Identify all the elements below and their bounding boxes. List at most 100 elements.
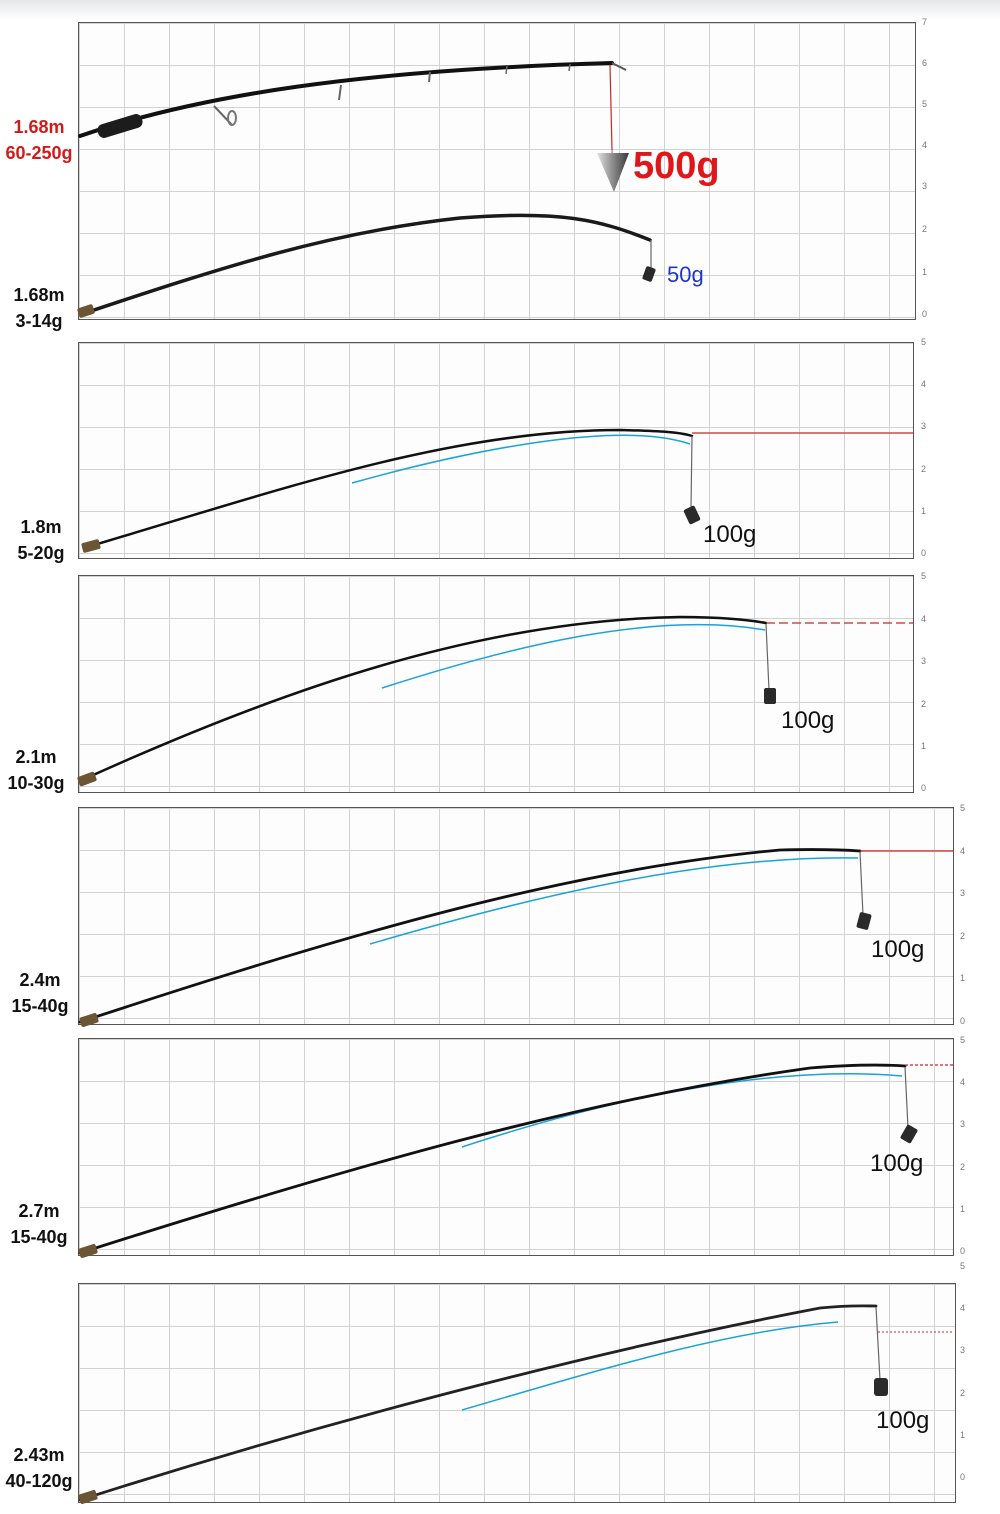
rod-blank <box>78 1304 878 1502</box>
tick: 4 <box>960 1077 966 1087</box>
rod-blank <box>78 1063 907 1255</box>
reference-curve <box>381 623 766 689</box>
rod-blank <box>80 213 652 316</box>
panel-5-grid <box>78 1038 954 1256</box>
rod-guide <box>428 71 431 83</box>
tick: 5 <box>922 99 928 109</box>
rod-lure-range: 40-120g <box>5 1471 73 1491</box>
tick: 5 <box>960 803 966 813</box>
tick: 1 <box>921 506 927 516</box>
rod-label-2-4: 2.4m 15-40g <box>0 967 80 1019</box>
panel-2-grid <box>78 342 914 559</box>
tick: 6 <box>922 58 928 68</box>
reference-curve <box>461 1072 903 1148</box>
rod-heavy <box>78 61 629 192</box>
rod-butt-cap <box>81 539 101 553</box>
panel-6-grid <box>78 1283 956 1503</box>
sinker-100 <box>874 1378 888 1396</box>
rod-blank <box>78 61 614 138</box>
weight-label: 100g <box>703 521 757 548</box>
sinker-100 <box>856 912 872 930</box>
tick: 1 <box>960 973 966 983</box>
weight-label: 100g <box>781 707 835 734</box>
tick: 2 <box>960 1162 966 1172</box>
rod-2-4m <box>78 848 954 1028</box>
rod-length: 1.8m <box>20 517 62 537</box>
tick: 3 <box>921 421 927 431</box>
reel-seat-handle <box>97 114 143 138</box>
rod-label-1-8: 1.8m 5-20g <box>0 514 82 566</box>
rod-lure-range: 15-40g <box>10 1227 68 1247</box>
rod-2-43m <box>78 1304 954 1505</box>
tick: 2 <box>922 224 928 234</box>
tick: 5 <box>960 1035 966 1045</box>
rod-lure-range: 60-250g <box>5 143 73 163</box>
rod-lure-range: 3-14g <box>15 311 63 331</box>
rod-butt-cap <box>79 1012 99 1028</box>
tick: 3 <box>921 656 927 666</box>
rod-blank <box>78 615 768 783</box>
fishing-line <box>609 64 613 151</box>
tick: 4 <box>922 140 928 150</box>
panel-4-grid <box>78 807 954 1025</box>
tick: 4 <box>921 379 927 389</box>
weight-label-50: 50g <box>667 262 704 287</box>
tick: 1 <box>960 1430 966 1440</box>
rod-label-light: 1.68m 3-14g <box>0 282 78 334</box>
fishing-line <box>875 1306 881 1381</box>
rod-length: 1.68m <box>13 285 65 305</box>
tick: 2 <box>921 464 927 474</box>
sinker-100 <box>683 505 701 525</box>
rod-blank <box>78 848 862 1024</box>
rod-label-2-43: 2.43m 40-120g <box>0 1442 78 1494</box>
rod-length: 1.68m <box>13 117 65 137</box>
rod-1-8m <box>81 428 914 553</box>
tick: 4 <box>960 1303 966 1313</box>
tick: 1 <box>922 267 928 277</box>
sinker-50 <box>642 266 656 282</box>
tick: 0 <box>960 1016 966 1026</box>
tick: 0 <box>960 1246 966 1256</box>
tick: 3 <box>922 181 928 191</box>
weight-label: 100g <box>876 1407 930 1434</box>
rod-length: 2.43m <box>13 1445 65 1465</box>
rod-light <box>77 213 656 318</box>
fishing-line <box>765 623 770 691</box>
tick: 2 <box>960 1388 966 1398</box>
rod-guide <box>338 84 342 101</box>
tick: 5 <box>921 571 927 581</box>
tick: 1 <box>921 741 927 751</box>
reference-curve <box>351 434 691 484</box>
rod-lure-range: 5-20g <box>17 543 65 563</box>
rod-butt-cap <box>77 304 95 318</box>
tick: 5 <box>960 1261 966 1271</box>
rod-guide-ring <box>227 110 237 126</box>
weight-label: 100g <box>871 936 925 963</box>
weight-label: 100g <box>870 1150 924 1177</box>
reference-curve <box>461 1321 839 1411</box>
rod-lure-range: 10-30g <box>7 773 65 793</box>
rod-2-1m <box>77 615 914 787</box>
tick: 7 <box>922 17 928 27</box>
sinker-100 <box>900 1124 918 1144</box>
top-haze <box>0 0 1000 20</box>
rod-lure-range: 15-40g <box>11 996 69 1016</box>
rod-2-7m <box>78 1063 954 1259</box>
reference-curve <box>369 857 859 945</box>
weight-label-500: 500g <box>633 145 720 187</box>
tick: 4 <box>960 846 966 856</box>
tick: 0 <box>922 309 928 319</box>
rod-label-2-7: 2.7m 15-40g <box>0 1198 78 1250</box>
tick: 1 <box>960 1204 966 1214</box>
tick: 0 <box>921 548 927 558</box>
fishing-line <box>859 851 864 916</box>
rod-length: 2.1m <box>15 747 57 767</box>
tick: 3 <box>960 888 966 898</box>
rod-label-2-1: 2.1m 10-30g <box>0 744 72 796</box>
sinker-100 <box>764 688 776 704</box>
rod-tip <box>611 62 627 71</box>
rod-length: 2.4m <box>19 970 61 990</box>
tick: 2 <box>960 931 966 941</box>
tick: 0 <box>960 1472 966 1482</box>
